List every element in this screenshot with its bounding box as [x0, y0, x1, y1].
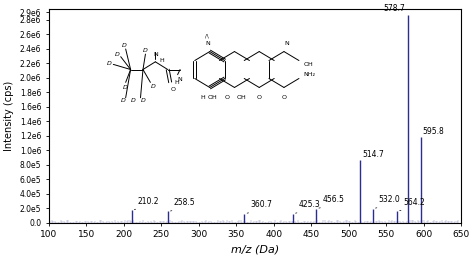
- Text: 532.0: 532.0: [375, 195, 401, 208]
- Text: 210.2: 210.2: [134, 197, 159, 210]
- Text: 564.2: 564.2: [400, 198, 425, 211]
- Text: 456.5: 456.5: [319, 195, 344, 208]
- Text: 425.3: 425.3: [296, 200, 320, 213]
- Text: 578.7: 578.7: [384, 4, 406, 13]
- Y-axis label: Intensity (cps): Intensity (cps): [4, 81, 14, 151]
- X-axis label: m/z (Da): m/z (Da): [231, 245, 279, 255]
- Text: 258.5: 258.5: [171, 198, 195, 211]
- Text: 595.8: 595.8: [423, 127, 445, 136]
- Text: 360.7: 360.7: [247, 200, 272, 213]
- Text: 514.7: 514.7: [362, 150, 384, 159]
